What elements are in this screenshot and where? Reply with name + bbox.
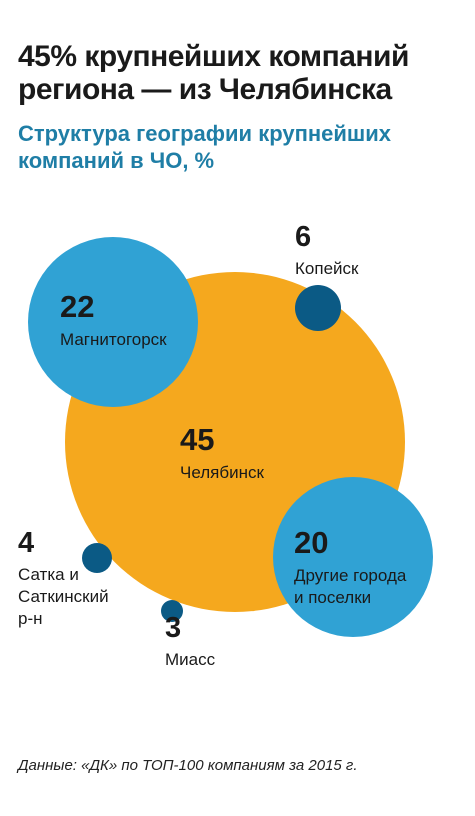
chart-subtitle: Структура географии крупнейших компаний … — [18, 121, 392, 173]
bubble-value-5: 3 — [165, 612, 181, 644]
bubble-label-3: Копейск — [295, 259, 359, 278]
bubble-label-2-line-1: и поселки — [294, 588, 371, 607]
bubble-value-0: 45 — [180, 422, 214, 457]
data-source-note: Данные: «ДК» по ТОП-100 компаниям за 201… — [18, 757, 358, 774]
bubble-label-2-line-0: Другие города — [294, 566, 407, 585]
bubble-value-2: 20 — [294, 525, 328, 560]
bubble-5 — [161, 600, 183, 622]
bubble-label-4-line-1: Саткинский — [18, 587, 109, 606]
bubble-label-1: Магнитогорск — [60, 330, 167, 349]
bubble-label-4-line-2: р-н — [18, 609, 43, 628]
bubble-label-4-line-0: Сатка и — [18, 565, 79, 584]
chart-title: 45% крупнейших компаний региона — из Чел… — [18, 40, 409, 106]
bubble-value-3: 6 — [295, 221, 311, 253]
bubbles-layer — [28, 237, 433, 637]
labels-layer: 45 Челябинск 22 Магнитогорск 20 Другие города… — [18, 221, 407, 669]
bubble-value-4: 4 — [18, 527, 34, 559]
bubble-label-5: Миасс — [165, 650, 216, 669]
bubble-2 — [273, 477, 433, 637]
bubble-4 — [82, 543, 112, 573]
bubble-label-0: Челябинск — [180, 463, 264, 482]
bubble-1 — [28, 237, 198, 407]
bubble-3 — [295, 285, 341, 331]
bubble-value-1: 22 — [60, 289, 94, 324]
